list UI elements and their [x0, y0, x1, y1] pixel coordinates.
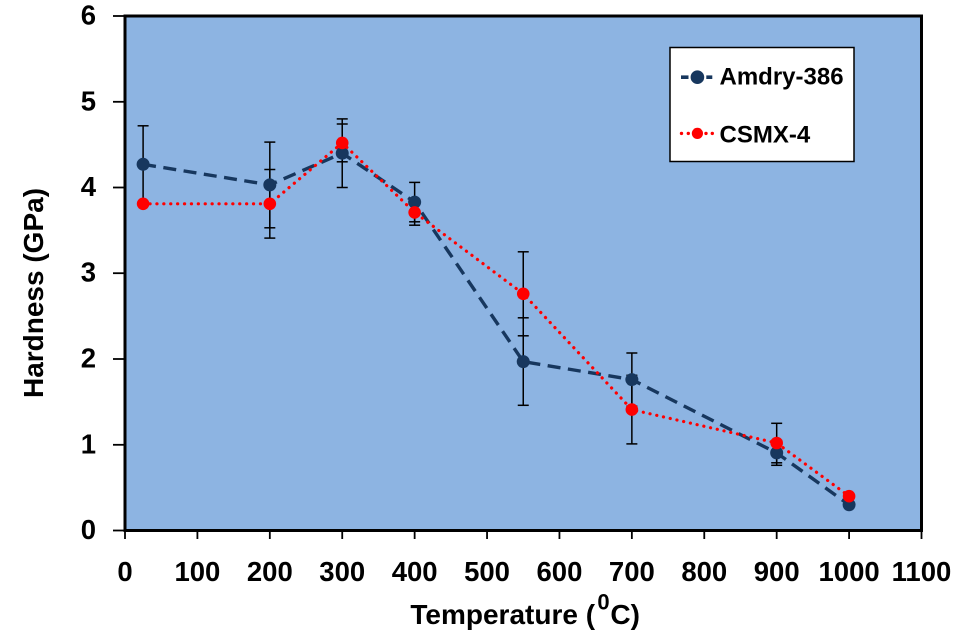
- svg-text:1: 1: [81, 428, 96, 459]
- svg-text:6: 6: [81, 0, 96, 31]
- svg-text:1100: 1100: [892, 556, 952, 587]
- svg-text:Temperature (: Temperature (: [410, 599, 595, 630]
- svg-text:800: 800: [681, 556, 727, 587]
- svg-text:300: 300: [319, 556, 365, 587]
- svg-text:4: 4: [81, 171, 97, 202]
- svg-text:900: 900: [754, 556, 800, 587]
- svg-text:1000: 1000: [818, 556, 879, 587]
- svg-text:0: 0: [597, 590, 609, 615]
- svg-text:5: 5: [81, 85, 96, 116]
- svg-text:600: 600: [537, 556, 583, 587]
- svg-text:500: 500: [464, 556, 510, 587]
- svg-text:100: 100: [174, 556, 220, 587]
- svg-text:200: 200: [247, 556, 293, 587]
- svg-text:C): C): [610, 599, 640, 630]
- svg-text:700: 700: [609, 556, 655, 587]
- svg-text:0: 0: [117, 556, 132, 587]
- svg-text:CSMX-4: CSMX-4: [720, 121, 811, 148]
- svg-text:3: 3: [81, 257, 96, 288]
- svg-text:Hardness (GPa): Hardness (GPa): [18, 188, 49, 398]
- svg-text:Amdry-386: Amdry-386: [720, 64, 844, 91]
- svg-text:400: 400: [392, 556, 438, 587]
- svg-text:0: 0: [81, 514, 96, 545]
- svg-text:2: 2: [81, 343, 96, 374]
